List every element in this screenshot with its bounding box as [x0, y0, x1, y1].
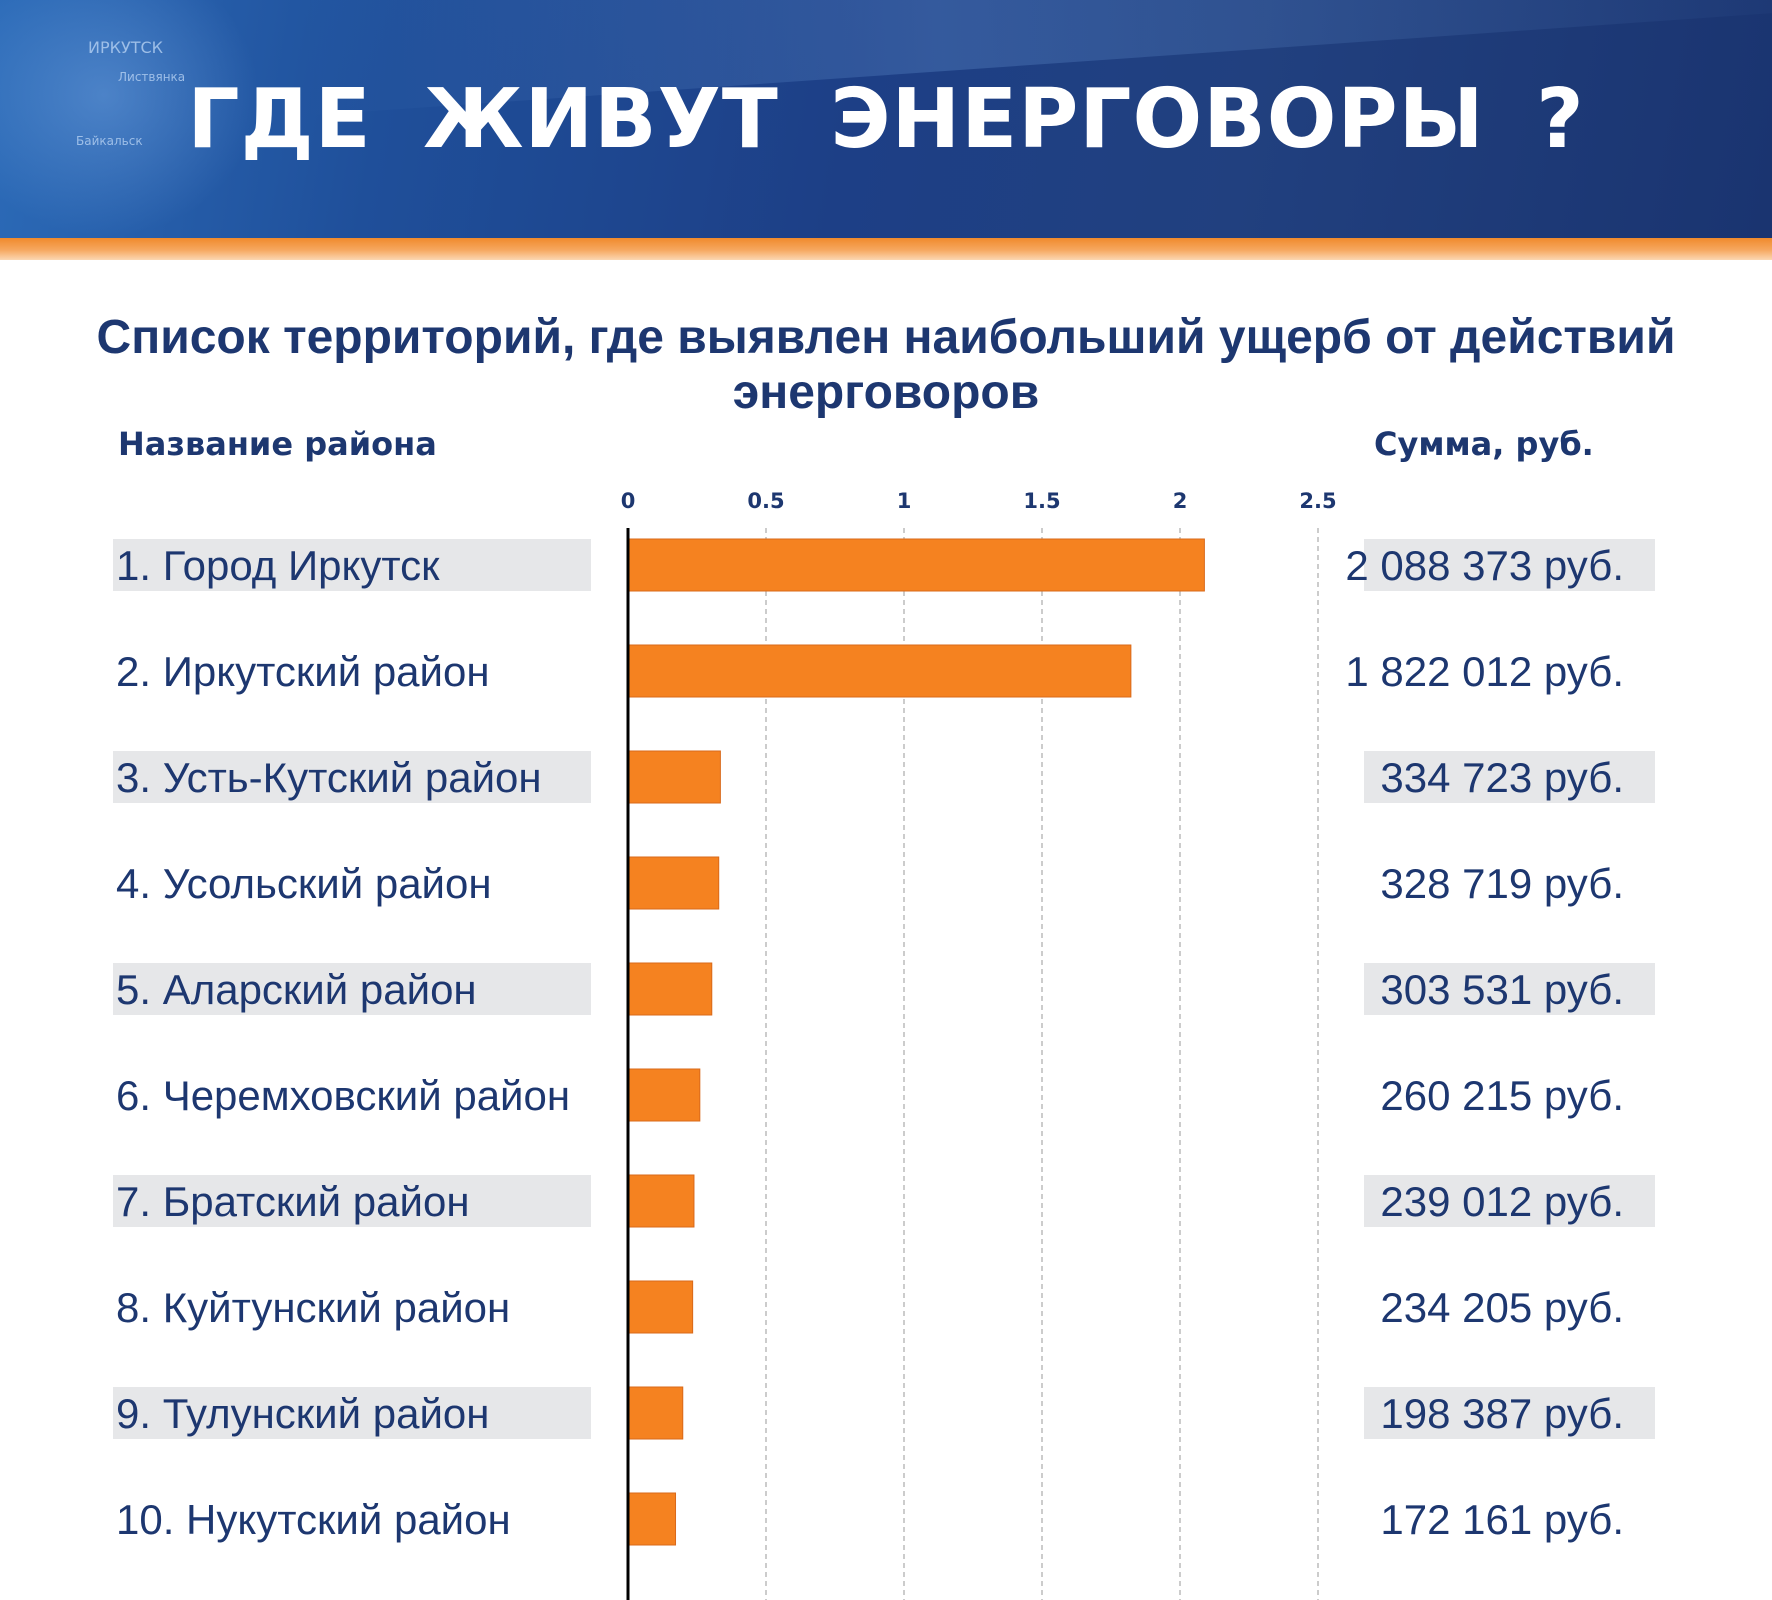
x-tick-label: 0.5: [747, 489, 784, 513]
label-row-band: [113, 1175, 591, 1227]
x-tick-label: 2: [1173, 489, 1188, 513]
district-label: 10. Нукутский район: [116, 1496, 511, 1543]
value-row-band: [1364, 1175, 1655, 1227]
chart-subtitle: Список территорий, где выявлен наибольши…: [96, 311, 1676, 419]
header-banner: Иркутск Листвянка Байкальск ГДЕ ЖИВУТ ЭН…: [0, 0, 1772, 238]
damage-value: 2 088 373 руб.: [1345, 542, 1624, 589]
bar: [627, 1280, 694, 1334]
district-label: 2. Иркутский район: [116, 648, 490, 695]
page-title: ГДЕ ЖИВУТ ЭНЕРГОВОРЫ ?: [187, 72, 1585, 167]
damage-value: 328 719 руб.: [1380, 860, 1624, 907]
sum-header: Сумма, руб.: [1374, 425, 1594, 463]
damage-value: 239 012 руб.: [1380, 1178, 1624, 1225]
district-name-header: Название района: [118, 425, 437, 463]
map-label-listvyanka: Листвянка: [118, 70, 186, 84]
label-row-band: [113, 751, 591, 803]
damage-value: 334 723 руб.: [1380, 754, 1624, 801]
value-row-band: [1364, 963, 1655, 1015]
district-label: 7. Братский район: [116, 1178, 470, 1225]
label-row-band: [113, 539, 591, 591]
x-tick-label: 1.5: [1023, 489, 1060, 513]
bar: [627, 1068, 701, 1122]
district-label: 6. Черемховский район: [116, 1072, 570, 1119]
district-label: 9. Тулунский район: [116, 1390, 489, 1437]
map-label-baikalsk: Байкальск: [76, 134, 143, 148]
value-row-band: [1364, 1387, 1655, 1439]
damage-value: 303 531 руб.: [1380, 966, 1624, 1013]
bar: [627, 1386, 684, 1440]
value-row-band: [1364, 539, 1655, 591]
bar: [627, 962, 713, 1016]
damage-value: 234 205 руб.: [1380, 1284, 1624, 1331]
map-label-irkutsk: Иркутск: [88, 38, 164, 57]
district-label: 8. Куйтунский район: [116, 1284, 510, 1331]
value-row-band: [1364, 751, 1655, 803]
x-tick-label: 2.5: [1299, 489, 1336, 513]
label-row-band: [113, 1387, 591, 1439]
damage-value: 172 161 руб.: [1380, 1496, 1624, 1543]
district-label: 1. Город Иркутск: [116, 542, 440, 589]
bar: [627, 750, 721, 804]
bar: [627, 1174, 695, 1228]
damage-value: 260 215 руб.: [1380, 1072, 1624, 1119]
bar: [627, 538, 1205, 592]
x-tick-label: 1: [897, 489, 912, 513]
bar: [627, 644, 1132, 698]
damage-value: 1 822 012 руб.: [1345, 648, 1624, 695]
district-label: 4. Усольский район: [116, 860, 492, 907]
bar: [627, 1492, 677, 1546]
district-label: 3. Усть-Кутский район: [116, 754, 542, 801]
x-tick-label: 0: [621, 489, 636, 513]
accent-strip: [0, 238, 1772, 260]
banner-map-background: Иркутск Листвянка Байкальск: [0, 0, 260, 238]
district-label: 5. Аларский район: [116, 966, 477, 1013]
bar: [627, 856, 720, 910]
label-row-band: [113, 963, 591, 1015]
damage-value: 198 387 руб.: [1380, 1390, 1624, 1437]
